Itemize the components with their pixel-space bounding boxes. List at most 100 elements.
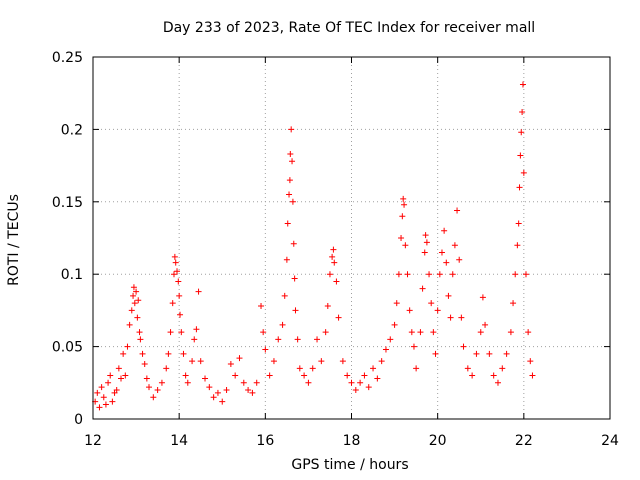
y-tick-label: 0.15 bbox=[52, 195, 83, 211]
data-point bbox=[391, 321, 398, 328]
data-point bbox=[348, 379, 355, 386]
data-point bbox=[286, 191, 293, 198]
data-point bbox=[94, 389, 101, 396]
data-point bbox=[113, 387, 120, 394]
data-point bbox=[301, 372, 308, 379]
data-point bbox=[458, 314, 465, 321]
data-point bbox=[189, 358, 196, 365]
x-tick-label: 14 bbox=[170, 433, 188, 449]
data-point bbox=[525, 329, 532, 336]
data-point bbox=[357, 379, 364, 386]
data-point bbox=[404, 271, 411, 278]
data-point bbox=[146, 384, 153, 391]
data-point bbox=[176, 292, 183, 299]
data-point bbox=[170, 271, 177, 278]
data-point bbox=[191, 336, 198, 343]
data-point bbox=[120, 350, 127, 357]
data-point bbox=[136, 329, 143, 336]
data-point bbox=[339, 358, 346, 365]
data-point bbox=[406, 307, 413, 314]
data-point bbox=[344, 372, 351, 379]
data-point bbox=[430, 329, 437, 336]
data-point bbox=[107, 372, 114, 379]
data-point bbox=[451, 242, 458, 249]
data-point bbox=[426, 271, 433, 278]
data-point bbox=[130, 284, 137, 291]
data-point bbox=[236, 355, 243, 362]
data-point bbox=[378, 358, 385, 365]
y-tick-label: 0.05 bbox=[52, 340, 83, 356]
data-point bbox=[402, 242, 409, 249]
data-point bbox=[441, 227, 448, 234]
data-point bbox=[494, 379, 501, 386]
data-point bbox=[438, 249, 445, 256]
data-point bbox=[331, 259, 338, 266]
data-point bbox=[460, 343, 467, 350]
data-point bbox=[134, 314, 141, 321]
data-point bbox=[283, 256, 290, 263]
data-point bbox=[286, 177, 293, 184]
data-point bbox=[135, 297, 142, 304]
data-point bbox=[395, 271, 402, 278]
data-point bbox=[365, 384, 372, 391]
data-point bbox=[105, 379, 112, 386]
data-point bbox=[288, 126, 295, 133]
data-point bbox=[281, 292, 288, 299]
data-point bbox=[305, 379, 312, 386]
data-point bbox=[374, 375, 381, 382]
data-point bbox=[419, 285, 426, 292]
data-point bbox=[322, 329, 329, 336]
data-point bbox=[195, 288, 202, 295]
data-point bbox=[324, 303, 331, 310]
data-point bbox=[519, 109, 526, 116]
data-point bbox=[150, 394, 157, 401]
data-point bbox=[464, 365, 471, 372]
data-point bbox=[165, 350, 172, 357]
data-point bbox=[178, 329, 185, 336]
data-point bbox=[292, 307, 299, 314]
data-point bbox=[516, 184, 523, 191]
data-point bbox=[202, 375, 209, 382]
data-point bbox=[421, 249, 428, 256]
y-axis-label: ROTI / TECUs bbox=[6, 194, 22, 286]
data-point bbox=[387, 336, 394, 343]
data-point bbox=[382, 346, 389, 353]
data-point bbox=[447, 314, 454, 321]
data-point bbox=[258, 303, 265, 310]
data-point bbox=[514, 242, 521, 249]
data-point bbox=[518, 129, 525, 136]
data-point bbox=[335, 314, 342, 321]
data-point bbox=[432, 350, 439, 357]
data-point bbox=[210, 394, 217, 401]
data-point bbox=[309, 365, 316, 372]
data-point bbox=[266, 372, 273, 379]
data-point bbox=[503, 350, 510, 357]
data-point bbox=[413, 365, 420, 372]
data-point bbox=[289, 198, 296, 205]
x-tick-label: 12 bbox=[84, 433, 102, 449]
data-point bbox=[262, 346, 269, 353]
data-point bbox=[510, 300, 517, 307]
data-point bbox=[417, 329, 424, 336]
data-point bbox=[477, 329, 484, 336]
data-point bbox=[130, 292, 137, 299]
data-point bbox=[520, 169, 527, 176]
x-tick-labels: 12 14 16 18 20 22 24 bbox=[84, 433, 619, 449]
data-point bbox=[115, 365, 122, 372]
data-point bbox=[291, 275, 298, 282]
data-point bbox=[174, 268, 181, 275]
axis-ticks bbox=[92, 56, 611, 420]
data-point bbox=[443, 259, 450, 266]
data-point bbox=[408, 329, 415, 336]
data-point bbox=[214, 389, 221, 396]
data-point bbox=[486, 350, 493, 357]
data-point bbox=[393, 300, 400, 307]
data-point bbox=[128, 307, 135, 314]
y-tick-label: 0 bbox=[74, 412, 83, 428]
data-point bbox=[527, 358, 534, 365]
data-point bbox=[434, 307, 441, 314]
data-point bbox=[163, 365, 170, 372]
data-point bbox=[98, 384, 105, 391]
data-point bbox=[507, 329, 514, 336]
data-point bbox=[515, 220, 522, 227]
